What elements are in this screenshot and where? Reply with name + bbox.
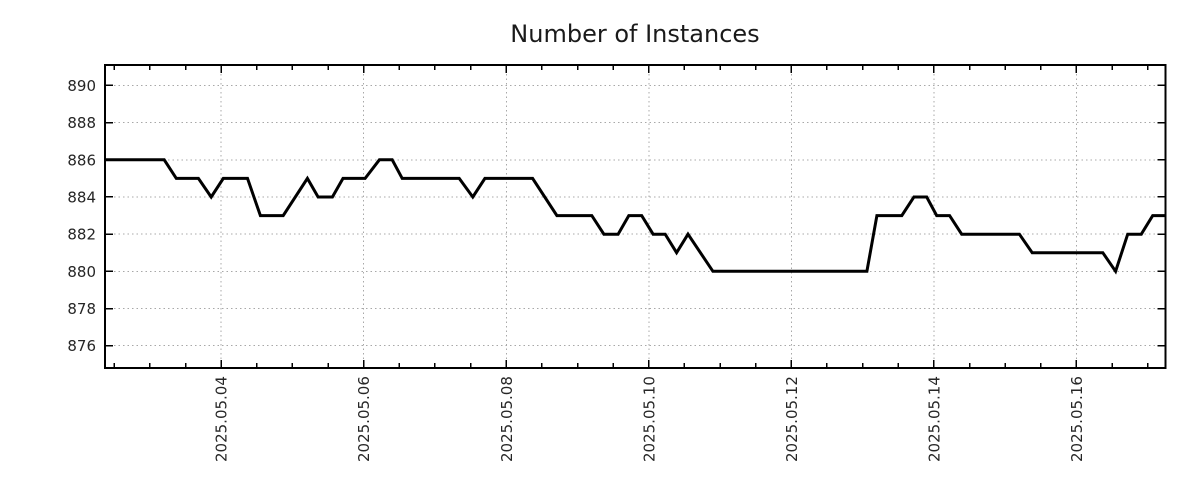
data-series [105, 158, 1166, 275]
x-tick-label: 2025.05.12 [783, 376, 801, 462]
y-tick-label: 878 [67, 300, 96, 318]
y-tick-label: 882 [67, 226, 96, 244]
x-tick-label: 2025.05.16 [1068, 376, 1086, 462]
y-tick-label: 876 [67, 337, 96, 355]
y-tick-label: 888 [67, 114, 96, 132]
gridlines [105, 65, 1166, 368]
x-tick-label: 2025.05.14 [925, 376, 943, 462]
series-line-instances [105, 158, 1166, 275]
chart-title: Number of Instances [510, 20, 759, 48]
axis-labels: 876 878 880 882 884 886 888 890 2025.05.04 2025.0… [67, 77, 1086, 462]
x-tick-label: 2025.05.04 [213, 376, 231, 462]
y-tick-label: 880 [67, 263, 96, 281]
y-tick-label: 890 [67, 77, 96, 95]
x-tick-label: 2025.05.06 [355, 376, 373, 462]
x-tick-label: 2025.05.08 [498, 376, 516, 462]
y-tick-label: 886 [67, 151, 96, 169]
x-tick-label: 2025.05.10 [640, 376, 658, 462]
y-tick-label: 884 [67, 188, 96, 206]
